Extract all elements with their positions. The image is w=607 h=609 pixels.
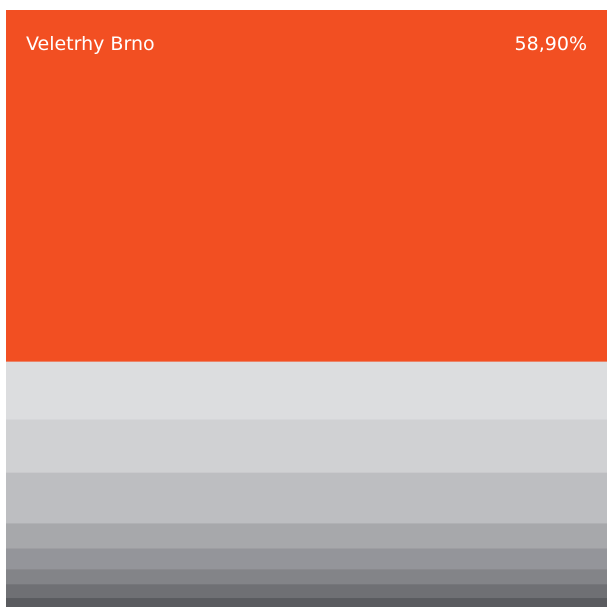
chart-svg: Veletrhy Brno 58,90% xyxy=(6,10,607,607)
segment-bar-7 xyxy=(6,569,607,585)
segment-bar-9 xyxy=(6,598,607,607)
segment-bar-6 xyxy=(6,548,607,570)
segment-name-label: Veletrhy Brno xyxy=(26,33,155,55)
segment-bar-4 xyxy=(6,472,607,524)
segment-bar-1 xyxy=(6,10,607,363)
segment-bar-3 xyxy=(6,419,607,474)
segment-value-label: 58,90% xyxy=(515,33,587,55)
segment-bar-5 xyxy=(6,523,607,549)
segment-bar-2 xyxy=(6,361,607,421)
segment-bar-8 xyxy=(6,584,607,599)
stacked-share-chart: Veletrhy Brno 58,90% xyxy=(6,10,607,607)
